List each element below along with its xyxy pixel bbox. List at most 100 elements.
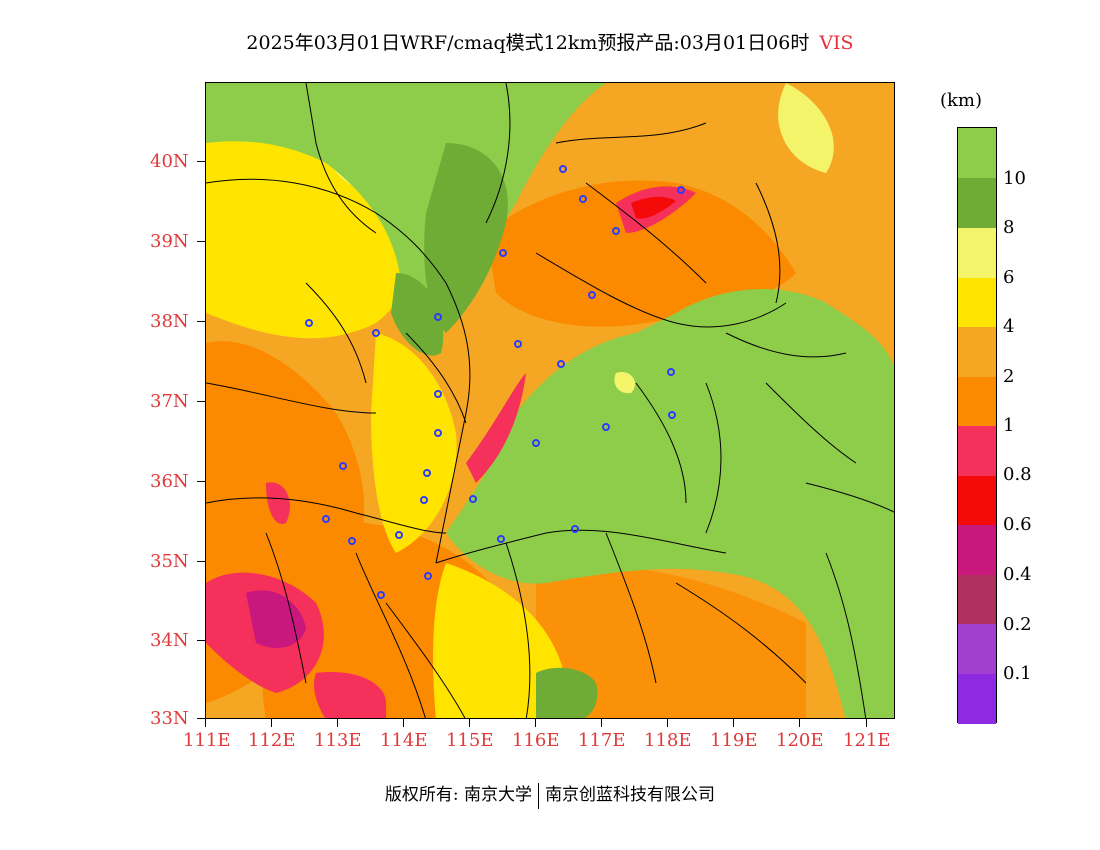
color-legend	[957, 127, 997, 724]
lat-tick	[197, 561, 205, 562]
forecast-map	[205, 82, 895, 719]
lat-tick	[197, 401, 205, 402]
legend-swatch-1-2	[958, 377, 996, 426]
city-marker	[532, 439, 540, 447]
lon-label-121E: 121E	[843, 730, 891, 751]
lon-label-114E: 114E	[380, 730, 428, 751]
legend-label-2: 2	[1003, 366, 1015, 387]
city-marker	[420, 496, 428, 504]
visibility-zone-magenta-southwest	[246, 590, 306, 648]
city-marker	[372, 329, 380, 337]
lon-tick	[799, 719, 800, 727]
city-marker	[434, 390, 442, 398]
lat-label-37N: 37N	[150, 391, 189, 412]
city-marker	[559, 165, 567, 173]
visibility-zone-darkgreen-valley	[391, 273, 444, 356]
lon-tick	[535, 719, 536, 727]
lon-tick	[667, 719, 668, 727]
city-marker	[395, 531, 403, 539]
visibility-zone-green-north	[206, 83, 606, 326]
legend-swatch-0.2-0.4	[958, 575, 996, 624]
city-marker	[602, 423, 610, 431]
legend-swatch-above-10	[958, 128, 996, 178]
lon-tick	[866, 719, 867, 727]
visibility-zone-darkgreen-south	[536, 667, 598, 718]
city-marker	[348, 537, 356, 545]
city-marker	[514, 340, 522, 348]
city-marker	[499, 249, 507, 257]
legend-label-4: 4	[1003, 316, 1015, 337]
city-marker	[305, 319, 313, 327]
city-marker	[434, 313, 442, 321]
legend-swatch-2-4	[958, 327, 996, 377]
visibility-zone-pink-central	[466, 373, 526, 483]
legend-label-0.1: 0.1	[1003, 663, 1032, 684]
footer-credits: 版权所有: 南京大学 南京创蓝科技有限公司	[0, 780, 1100, 809]
legend-label-0.4: 0.4	[1003, 564, 1032, 585]
legend-swatch-8-10	[958, 178, 996, 228]
legend-swatch-0.8-1	[958, 426, 996, 476]
lat-label-33N: 33N	[150, 708, 189, 729]
lat-tick	[197, 321, 205, 322]
visibility-zone-orange-south	[536, 566, 806, 718]
footer-company: 南京创蓝科技有限公司	[545, 785, 716, 805]
visibility-zone-green-east	[446, 289, 894, 718]
lon-label-116E: 116E	[512, 730, 560, 751]
lon-tick	[403, 719, 404, 727]
lon-label-115E: 115E	[446, 730, 494, 751]
city-marker	[434, 429, 442, 437]
city-marker	[377, 591, 385, 599]
visibility-zone-yellow-central	[371, 333, 457, 553]
lon-tick	[271, 719, 272, 727]
city-marker	[612, 227, 620, 235]
visibility-zone-pink-south	[314, 672, 386, 718]
lat-label-39N: 39N	[150, 231, 189, 252]
legend-swatch-6-8	[958, 228, 996, 278]
lon-tick	[337, 719, 338, 727]
lat-label-40N: 40N	[150, 151, 189, 172]
visibility-zone-orange-sea-north	[845, 139, 894, 342]
city-marker	[668, 411, 676, 419]
city-marker	[677, 186, 685, 194]
chart-title: 2025年03月01日WRF/cmaq模式12km预报产品:03月01日06时 V…	[0, 28, 1100, 55]
lon-label-113E: 113E	[314, 730, 362, 751]
lon-label-112E: 112E	[248, 730, 296, 751]
visibility-zone-pink-west	[266, 482, 290, 524]
city-marker	[423, 469, 431, 477]
legend-swatch-0.6-0.8	[958, 476, 996, 525]
city-marker	[339, 462, 347, 470]
lat-label-38N: 38N	[150, 311, 189, 332]
legend-label-0.8: 0.8	[1003, 464, 1032, 485]
legend-label-1: 1	[1003, 415, 1015, 436]
city-marker	[571, 525, 579, 533]
city-marker	[322, 515, 330, 523]
title-variable: VIS	[819, 32, 854, 54]
legend-label-8: 8	[1003, 217, 1015, 238]
title-main: 2025年03月01日WRF/cmaq模式12km预报产品:03月01日06时	[246, 32, 810, 54]
visibility-zone-lightyellow-patch	[614, 372, 636, 394]
visibility-zone-orange-north	[486, 180, 796, 327]
lon-label-119E: 119E	[710, 730, 758, 751]
lon-label-118E: 118E	[644, 730, 692, 751]
city-marker	[424, 572, 432, 580]
legend-label-0.2: 0.2	[1003, 614, 1032, 635]
lat-label-34N: 34N	[150, 630, 189, 651]
legend-swatch-below-0.1	[958, 674, 996, 724]
lat-tick	[197, 161, 205, 162]
legend-swatch-4-6	[958, 278, 996, 327]
visibility-zone-darkgreen-north	[424, 143, 508, 333]
city-marker	[497, 535, 505, 543]
lon-tick	[601, 719, 602, 727]
boundary-lines	[206, 83, 894, 718]
visibility-zone-lightyellow-northeast	[778, 83, 834, 173]
lon-tick	[469, 719, 470, 727]
legend-swatch-0.1-0.2	[958, 624, 996, 674]
city-marker	[588, 291, 596, 299]
lon-tick	[205, 719, 206, 727]
lon-label-120E: 120E	[776, 730, 824, 751]
lat-tick	[197, 718, 205, 719]
city-marker	[579, 195, 587, 203]
visibility-map-svg	[206, 83, 894, 718]
footer-separator	[538, 782, 540, 809]
city-marker	[469, 495, 477, 503]
